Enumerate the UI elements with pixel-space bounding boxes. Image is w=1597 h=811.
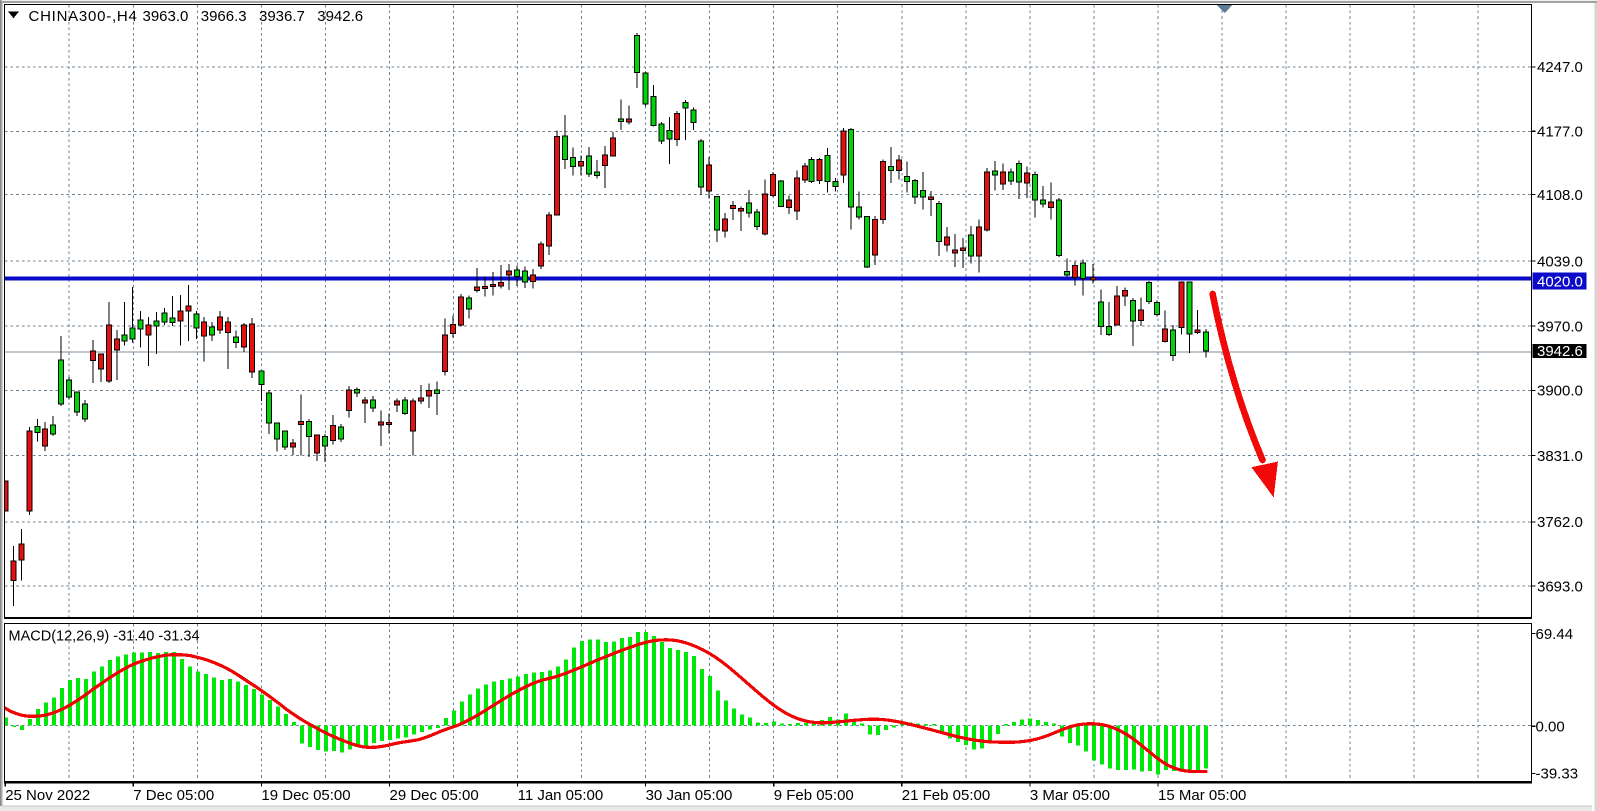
svg-text:3900.0: 3900.0 — [1537, 383, 1583, 400]
svg-text:7 Dec 05:00: 7 Dec 05:00 — [133, 787, 214, 804]
svg-text:-39.33: -39.33 — [1536, 766, 1579, 783]
svg-text:21 Feb 05:00: 21 Feb 05:00 — [902, 787, 990, 804]
svg-text:3970.0: 3970.0 — [1537, 318, 1583, 335]
svg-text:19 Dec 05:00: 19 Dec 05:00 — [261, 787, 350, 804]
svg-text:3963.0 3966.3 3936.7 3942.6: 3963.0 3966.3 3936.7 3942.6 — [143, 8, 364, 25]
svg-text:15 Mar 05:00: 15 Mar 05:00 — [1158, 787, 1246, 804]
svg-text:3942.6: 3942.6 — [1537, 343, 1583, 360]
svg-text:4020.0: 4020.0 — [1537, 273, 1583, 290]
svg-text:11 Jan 05:00: 11 Jan 05:00 — [518, 787, 604, 804]
svg-text:3831.0: 3831.0 — [1537, 448, 1583, 465]
svg-text:0.00: 0.00 — [1536, 718, 1565, 735]
svg-text:CHINA300-,H4: CHINA300-,H4 — [29, 8, 138, 25]
svg-text:4039.0: 4039.0 — [1537, 253, 1583, 270]
svg-text:MACD(12,26,9) -31.40 -31.34: MACD(12,26,9) -31.40 -31.34 — [9, 629, 200, 645]
svg-text:4177.0: 4177.0 — [1537, 124, 1583, 141]
svg-text:69.44: 69.44 — [1536, 626, 1574, 643]
svg-text:3693.0: 3693.0 — [1537, 578, 1583, 595]
svg-text:4247.0: 4247.0 — [1537, 59, 1583, 76]
svg-text:30 Jan 05:00: 30 Jan 05:00 — [646, 787, 733, 804]
svg-text:3762.0: 3762.0 — [1537, 514, 1583, 531]
svg-text:4108.0: 4108.0 — [1537, 187, 1583, 204]
svg-text:29 Dec 05:00: 29 Dec 05:00 — [390, 787, 479, 804]
svg-text:25 Nov 2022: 25 Nov 2022 — [5, 787, 90, 804]
svg-text:9 Feb 05:00: 9 Feb 05:00 — [774, 787, 854, 804]
svg-text:3 Mar 05:00: 3 Mar 05:00 — [1030, 787, 1110, 804]
